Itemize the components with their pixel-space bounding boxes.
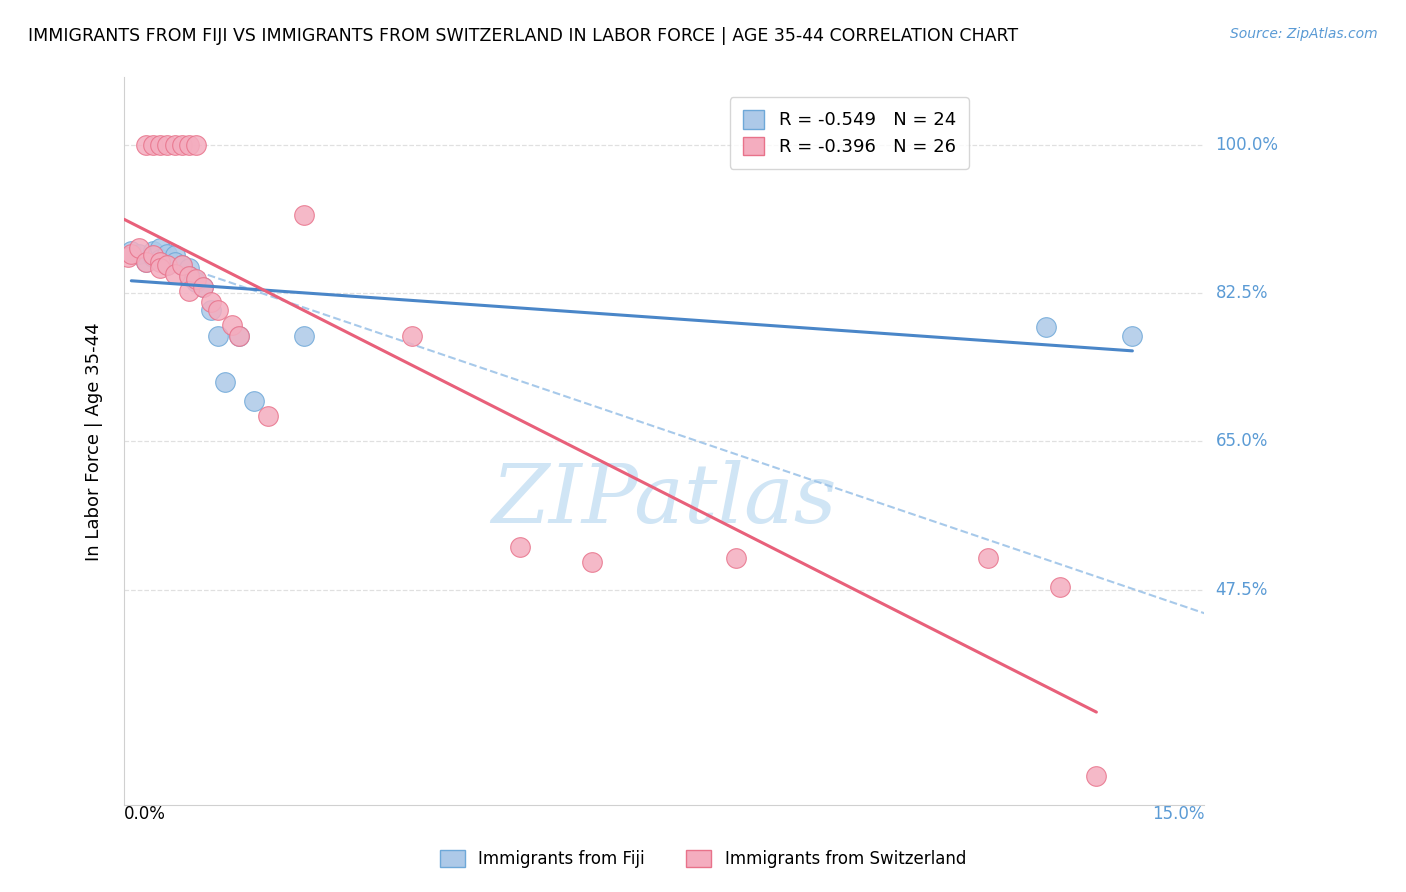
Point: [128, 242, 150, 256]
Point: [581, 555, 603, 569]
Text: 0.0%: 0.0%: [124, 805, 166, 823]
Point: [142, 138, 165, 153]
Text: 15.0%: 15.0%: [1152, 805, 1205, 823]
Point: [977, 551, 1000, 566]
Point: [156, 138, 179, 153]
Point: [149, 242, 172, 256]
Point: [135, 138, 157, 153]
Text: 65.0%: 65.0%: [1216, 433, 1268, 450]
Point: [142, 248, 165, 262]
Point: [156, 259, 179, 273]
Point: [214, 375, 236, 389]
Point: [221, 318, 243, 332]
Text: 100.0%: 100.0%: [1216, 136, 1278, 154]
Point: [135, 255, 157, 269]
Point: [1121, 328, 1143, 343]
Point: [170, 259, 193, 273]
Point: [177, 260, 200, 275]
Point: [292, 328, 315, 343]
Point: [163, 248, 186, 262]
Point: [207, 303, 229, 318]
Point: [193, 280, 215, 294]
Point: [1049, 580, 1071, 594]
Point: [177, 269, 200, 284]
Point: [207, 328, 229, 343]
Legend: Immigrants from Fiji, Immigrants from Switzerland: Immigrants from Fiji, Immigrants from Sw…: [433, 843, 973, 875]
Point: [117, 250, 139, 264]
Text: 82.5%: 82.5%: [1216, 285, 1268, 302]
Point: [1035, 320, 1057, 334]
Point: [163, 255, 186, 269]
Point: [242, 393, 264, 408]
Text: ZIPatlas: ZIPatlas: [492, 459, 837, 540]
Point: [186, 272, 208, 286]
Point: [200, 294, 222, 309]
Point: [1085, 769, 1108, 783]
Point: [149, 138, 172, 153]
Text: 47.5%: 47.5%: [1216, 581, 1268, 599]
Point: [401, 328, 423, 343]
Point: [725, 551, 748, 566]
Point: [120, 246, 142, 260]
Point: [193, 280, 215, 294]
Y-axis label: In Labor Force | Age 35-44: In Labor Force | Age 35-44: [86, 322, 103, 561]
Point: [292, 208, 315, 222]
Text: IMMIGRANTS FROM FIJI VS IMMIGRANTS FROM SWITZERLAND IN LABOR FORCE | AGE 35-44 C: IMMIGRANTS FROM FIJI VS IMMIGRANTS FROM …: [28, 27, 1018, 45]
Point: [120, 244, 142, 258]
Point: [163, 267, 186, 281]
Point: [228, 328, 250, 343]
Point: [149, 252, 172, 266]
Point: [135, 255, 157, 269]
Point: [200, 303, 222, 318]
Point: [149, 255, 172, 269]
Point: [177, 138, 200, 153]
Point: [177, 269, 200, 284]
Point: [177, 284, 200, 298]
Point: [128, 246, 150, 260]
Point: [186, 138, 208, 153]
Point: [142, 250, 165, 264]
Legend: R = -0.549   N = 24, R = -0.396   N = 26: R = -0.549 N = 24, R = -0.396 N = 26: [730, 97, 969, 169]
Point: [186, 275, 208, 289]
Point: [257, 409, 280, 423]
Point: [149, 260, 172, 275]
Point: [163, 138, 186, 153]
Point: [228, 328, 250, 343]
Point: [156, 246, 179, 260]
Point: [170, 259, 193, 273]
Text: Source: ZipAtlas.com: Source: ZipAtlas.com: [1230, 27, 1378, 41]
Point: [142, 244, 165, 258]
Point: [156, 259, 179, 273]
Point: [170, 138, 193, 153]
Point: [509, 541, 531, 555]
